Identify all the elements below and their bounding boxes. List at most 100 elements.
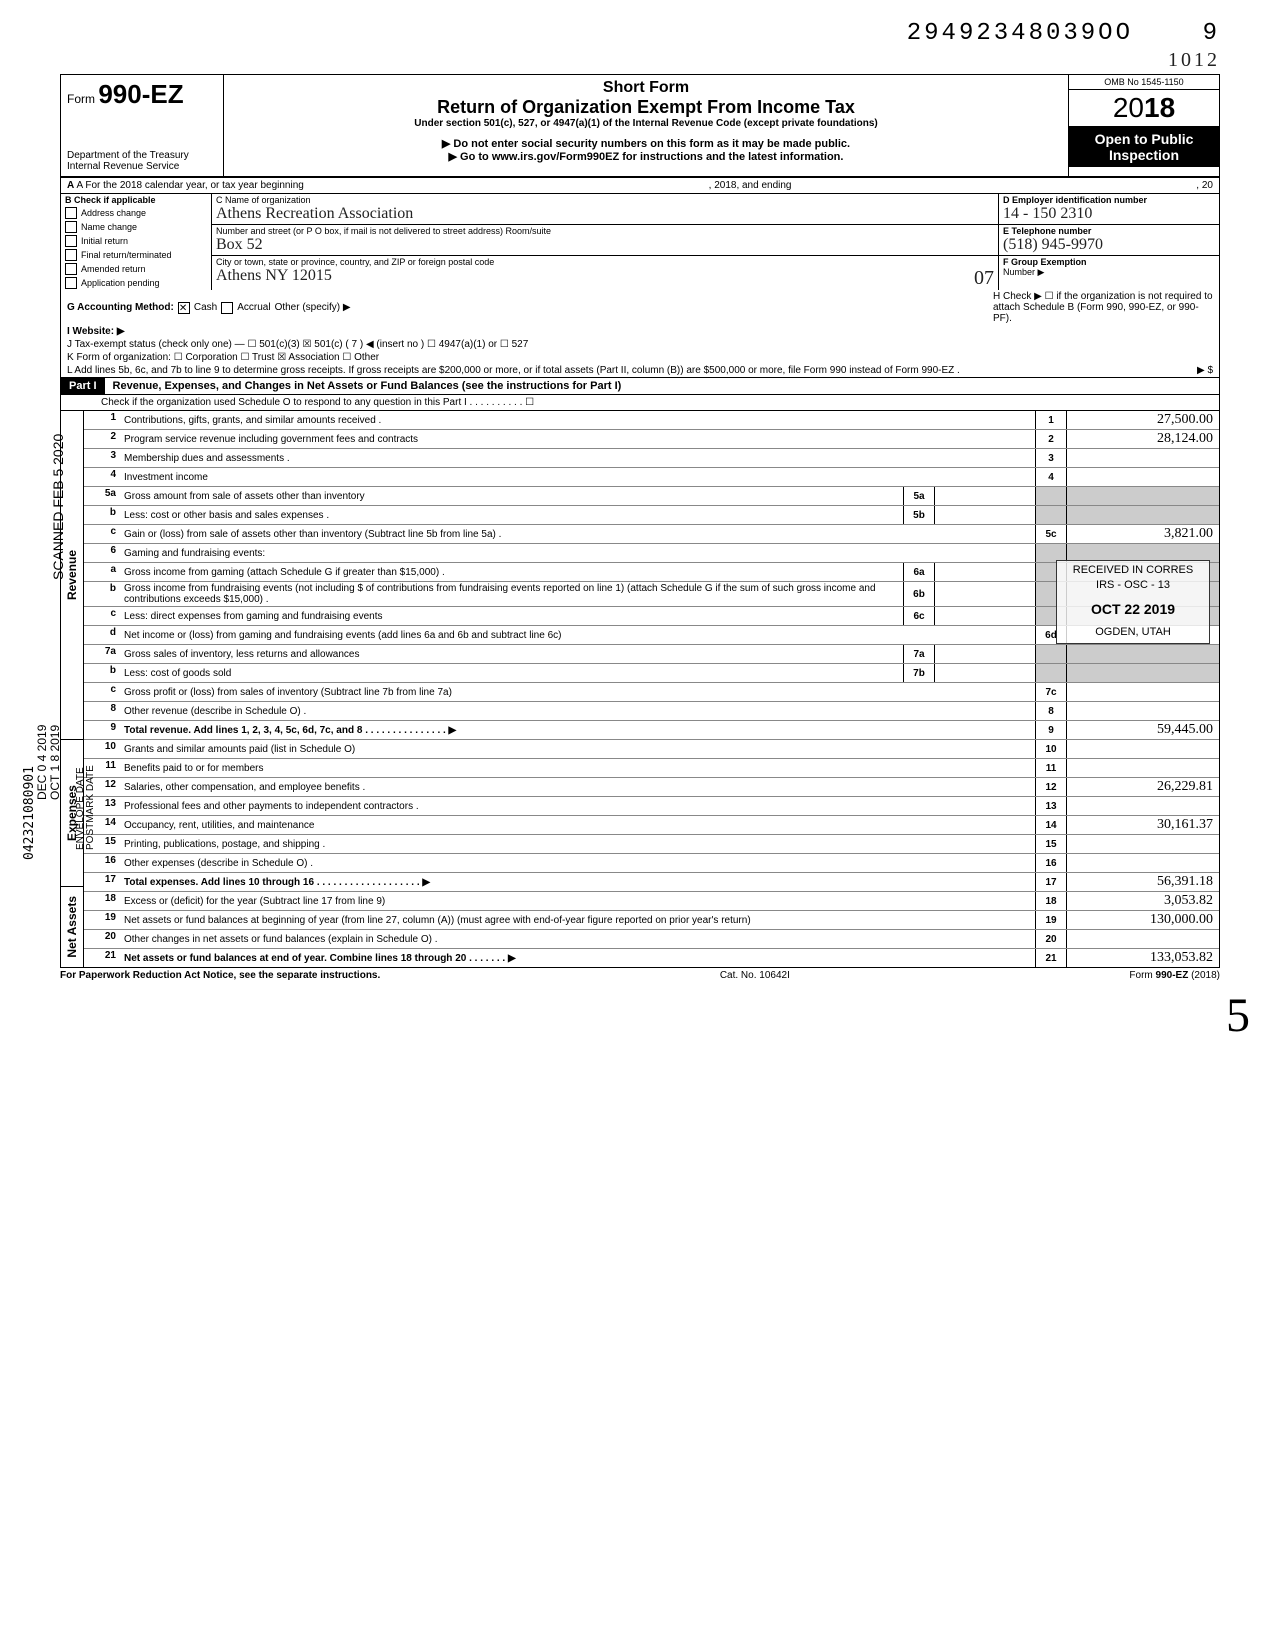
row-number: 21 [84, 949, 122, 967]
line-box: 3 [1035, 449, 1066, 467]
f-label2: Number ▶ [1003, 267, 1044, 277]
k-label: K Form of organization: ☐ Corporation ☐ … [67, 352, 379, 363]
inner-box: 7b [903, 664, 934, 682]
line-value[interactable] [1066, 487, 1219, 505]
row-a-mid: , 2018, and ending [709, 180, 792, 191]
row-number: c [84, 683, 122, 701]
row-desc: Gross profit or (loss) from sales of inv… [122, 683, 1035, 701]
short-form-label: Short Form [230, 79, 1062, 97]
row-desc: Less: direct expenses from gaming and fu… [122, 607, 903, 625]
arrow-2: ▶ Go to www.irs.gov/Form990EZ for instru… [230, 150, 1062, 163]
line-value[interactable]: 56,391.18 [1066, 873, 1219, 891]
line-value[interactable]: 28,124.00 [1066, 430, 1219, 448]
top-year-hand: 1012 [1168, 49, 1220, 71]
line-value[interactable] [1066, 664, 1219, 682]
line-value[interactable] [1066, 835, 1219, 853]
line-value[interactable] [1066, 702, 1219, 720]
line-value[interactable] [1066, 645, 1219, 663]
g-cash: Cash [194, 302, 217, 313]
margin-post: POSTMARK DATE [85, 765, 96, 850]
table-row: 1Contributions, gifts, grants, and simil… [84, 411, 1219, 430]
chk-cash[interactable]: ✕ [178, 302, 190, 314]
inner-box: 7a [903, 645, 934, 663]
main-table: 1Contributions, gifts, grants, and simil… [83, 411, 1220, 968]
row-number: 17 [84, 873, 122, 891]
lbl-final: Final return/terminated [81, 250, 172, 260]
line-value[interactable]: 130,000.00 [1066, 911, 1219, 929]
l-arrow: ▶ $ [1197, 365, 1213, 376]
row-number: 2 [84, 430, 122, 448]
lbl-initial: Initial return [81, 236, 128, 246]
lbl-name: Name change [81, 222, 137, 232]
line-value[interactable] [1066, 506, 1219, 524]
col-b-header: B Check if applicable [65, 195, 156, 205]
inner-val[interactable] [934, 582, 1035, 606]
table-row: 3Membership dues and assessments .3 [84, 449, 1219, 468]
row-number: 9 [84, 721, 122, 739]
city-value: Athens NY 12015 [216, 267, 332, 284]
table-row: 15Printing, publications, postage, and s… [84, 835, 1219, 854]
line-value[interactable]: 3,053.82 [1066, 892, 1219, 910]
table-row: 5aGross amount from sale of assets other… [84, 487, 1219, 506]
line-box: 14 [1035, 816, 1066, 834]
d-label: D Employer identification number [1003, 195, 1147, 205]
line-value[interactable] [1066, 797, 1219, 815]
row-number: 6 [84, 544, 122, 562]
inner-val[interactable] [934, 664, 1035, 682]
row-desc: Total revenue. Add lines 1, 2, 3, 4, 5c,… [122, 721, 1035, 739]
chk-name[interactable] [65, 221, 77, 233]
g-label: G Accounting Method: [67, 302, 174, 313]
line-box: 4 [1035, 468, 1066, 486]
line-value[interactable]: 27,500.00 [1066, 411, 1219, 429]
inner-val[interactable] [934, 563, 1035, 581]
row-a-right: , 20 [1196, 180, 1213, 191]
row-desc: Gross income from gaming (attach Schedul… [122, 563, 903, 581]
line-value[interactable]: 3,821.00 [1066, 525, 1219, 543]
line-value[interactable] [1066, 740, 1219, 758]
row-number: 8 [84, 702, 122, 720]
row-desc: Other changes in net assets or fund bala… [122, 930, 1035, 948]
chk-amended[interactable] [65, 263, 77, 275]
line-box: 13 [1035, 797, 1066, 815]
row-number: 16 [84, 854, 122, 872]
chk-accrual[interactable] [221, 302, 233, 314]
line-box: 16 [1035, 854, 1066, 872]
line-value[interactable] [1066, 759, 1219, 777]
part1-row: Part I Revenue, Expenses, and Changes in… [60, 378, 1220, 395]
line-value[interactable]: 26,229.81 [1066, 778, 1219, 796]
chk-initial[interactable] [65, 235, 77, 247]
addr-value: Box 52 [216, 236, 263, 253]
table-row: 20Other changes in net assets or fund ba… [84, 930, 1219, 949]
table-row: 17Total expenses. Add lines 10 through 1… [84, 873, 1219, 892]
chk-pending[interactable] [65, 277, 77, 289]
line-value[interactable] [1066, 449, 1219, 467]
footer-mid: Cat. No. 10642I [720, 970, 790, 981]
inner-val[interactable] [934, 506, 1035, 524]
stamp-l4: OGDEN, UTAH [1063, 625, 1203, 640]
omb-number: OMB No 1545-1150 [1069, 75, 1219, 90]
line-value[interactable] [1066, 468, 1219, 486]
line-value[interactable]: 59,445.00 [1066, 721, 1219, 739]
row-number: 18 [84, 892, 122, 910]
row-number: 3 [84, 449, 122, 467]
open-public: Open to Public Inspection [1069, 127, 1219, 167]
line-value[interactable] [1066, 683, 1219, 701]
inner-val[interactable] [934, 607, 1035, 625]
inner-val[interactable] [934, 645, 1035, 663]
line-value[interactable] [1066, 854, 1219, 872]
line-value[interactable]: 133,053.82 [1066, 949, 1219, 967]
chk-final[interactable] [65, 249, 77, 261]
row-a: A A For the 2018 calendar year, or tax y… [60, 178, 1220, 194]
row-desc: Printing, publications, postage, and shi… [122, 835, 1035, 853]
inner-val[interactable] [934, 487, 1035, 505]
line-value[interactable]: 30,161.37 [1066, 816, 1219, 834]
row-desc: Net assets or fund balances at end of ye… [122, 949, 1035, 967]
row-desc: Gain or (loss) from sale of assets other… [122, 525, 1035, 543]
row-desc: Occupancy, rent, utilities, and maintena… [122, 816, 1035, 834]
page-number: 5 [1226, 988, 1250, 1043]
table-row: 7aGross sales of inventory, less returns… [84, 645, 1219, 664]
row-desc: Net income or (loss) from gaming and fun… [122, 626, 1035, 644]
chk-address[interactable] [65, 207, 77, 219]
sidebar-netassets: Net Assets [63, 892, 81, 962]
line-value[interactable] [1066, 930, 1219, 948]
